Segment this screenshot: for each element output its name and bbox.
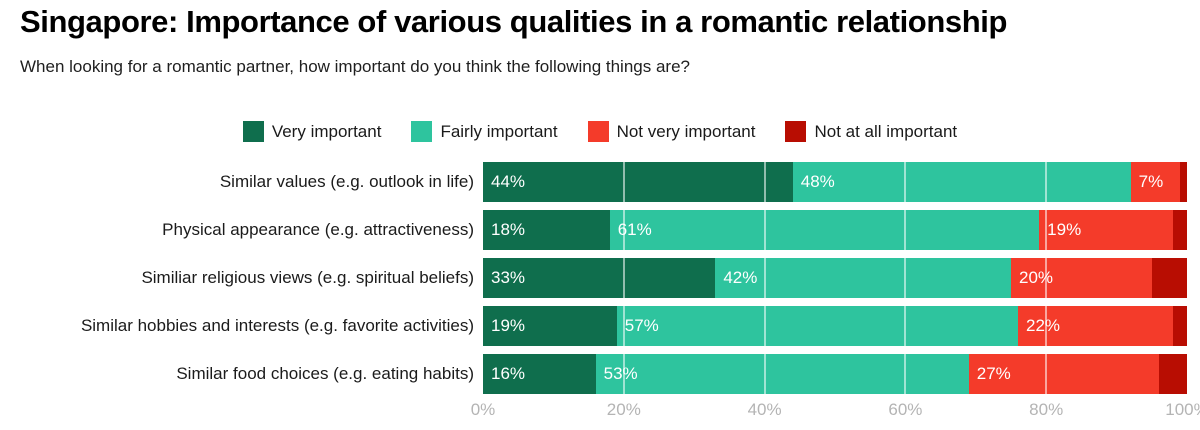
bar-segment-very-important: 16%	[483, 354, 596, 394]
bar-segment-not-at-all-important	[1172, 210, 1187, 250]
legend-swatch-very-important	[242, 121, 264, 142]
chart-row: Similar food choices (e.g. eating habits…	[0, 354, 1187, 394]
bar-segment-not-at-all-important	[1158, 354, 1187, 394]
bar-segment-fairly-important: 57%	[616, 306, 1019, 346]
bar-segment-very-important: 19%	[483, 306, 617, 346]
value-label: 16%	[491, 364, 526, 383]
value-label: 19%	[1047, 220, 1082, 239]
x-tick: 100%	[1165, 400, 1200, 419]
value-label: 42%	[723, 268, 758, 287]
value-label: 20%	[1018, 268, 1054, 287]
chart-row: Physical appearance (e.g. attractiveness…	[0, 210, 1187, 250]
category-label: Similar values (e.g. outlook in life)	[219, 172, 474, 192]
legend-swatch-fairly-important	[411, 121, 433, 142]
bar-segment-not-very-important: 22%	[1018, 306, 1173, 346]
bar-track: 16% 53% 27%	[483, 354, 1187, 394]
x-tick: 80%	[1029, 400, 1064, 419]
legend-item-fairly-important: Fairly important	[411, 121, 558, 142]
x-tick: 40%	[747, 400, 782, 419]
legend-label: Not at all important	[814, 121, 958, 141]
value-label: 27%	[976, 364, 1011, 383]
legend-label: Very important	[271, 121, 382, 141]
bar-segment-not-very-important: 27%	[968, 354, 1159, 394]
bar-segment-not-very-important: 20%	[1010, 258, 1152, 298]
bar-segment-fairly-important: 53%	[595, 354, 969, 394]
bar-segment-fairly-important: 48%	[792, 162, 1131, 202]
legend-label: Fairly important	[440, 121, 558, 141]
x-tick: 60%	[888, 400, 923, 419]
x-axis: 0% 20% 40% 60% 80% 100%	[471, 400, 1200, 424]
value-label: 61%	[617, 220, 652, 239]
chart-row: Similiar religious views (e.g. spiritual…	[0, 258, 1187, 298]
bar-segment-fairly-important: 61%	[609, 210, 1040, 250]
bar-track: 44% 48% 7%	[483, 162, 1187, 202]
category-label: Similar food choices (e.g. eating habits…	[176, 364, 474, 384]
chart-row: Similar values (e.g. outlook in life) 44%…	[0, 162, 1187, 202]
value-label: 57%	[624, 316, 659, 335]
bar-segment-not-at-all-important	[1172, 306, 1187, 346]
bar-segment-fairly-important: 42%	[715, 258, 1011, 298]
x-tick: 0%	[470, 400, 496, 419]
legend-swatch-not-at-all-important	[785, 121, 807, 142]
value-label: 44%	[491, 172, 526, 191]
value-label: 33%	[491, 268, 526, 287]
bar-track: 33% 42% 20%	[483, 258, 1187, 298]
value-label: 18%	[491, 220, 526, 239]
chart-row: Similar hobbies and interests (e.g. favo…	[0, 306, 1187, 346]
x-tick: 20%	[606, 400, 641, 419]
value-label: 7%	[1138, 172, 1164, 191]
legend-item-not-very-important: Not very important	[587, 121, 756, 142]
bar-segment-not-very-important: 19%	[1039, 210, 1173, 250]
chart-subtitle: When looking for a romantic partner, how…	[20, 57, 690, 76]
legend-item-not-at-all-important: Not at all important	[785, 121, 957, 142]
bar-track: 18% 61% 19%	[483, 210, 1187, 250]
bar-segment-very-important: 18%	[483, 210, 610, 250]
legend-swatch-not-very-important	[587, 121, 609, 142]
legend: Very important Fairly important Not very i…	[0, 121, 1200, 142]
bar-segment-very-important: 44%	[483, 162, 793, 202]
value-label: 19%	[491, 316, 526, 335]
value-label: 48%	[800, 172, 835, 191]
category-label: Physical appearance (e.g. attractiveness…	[162, 220, 474, 240]
bar-track: 19% 57% 22%	[483, 306, 1187, 346]
bar-segment-not-at-all-important	[1151, 258, 1187, 298]
bar-segment-very-important: 33%	[483, 258, 716, 298]
category-label: Similar hobbies and interests (e.g. favo…	[80, 316, 474, 336]
category-label: Similiar religious views (e.g. spiritual…	[141, 268, 474, 288]
legend-label: Not very important	[616, 121, 756, 141]
bar-segment-not-at-all-important	[1179, 162, 1187, 202]
value-label: 53%	[603, 364, 638, 383]
chart-rows: Similar values (e.g. outlook in life) 44%…	[0, 162, 1187, 402]
page-title: Singapore: Importance of various qualiti…	[20, 4, 1007, 39]
legend-item-very-important: Very important	[242, 121, 382, 142]
bar-segment-not-very-important: 7%	[1130, 162, 1180, 202]
value-label: 22%	[1026, 316, 1061, 335]
